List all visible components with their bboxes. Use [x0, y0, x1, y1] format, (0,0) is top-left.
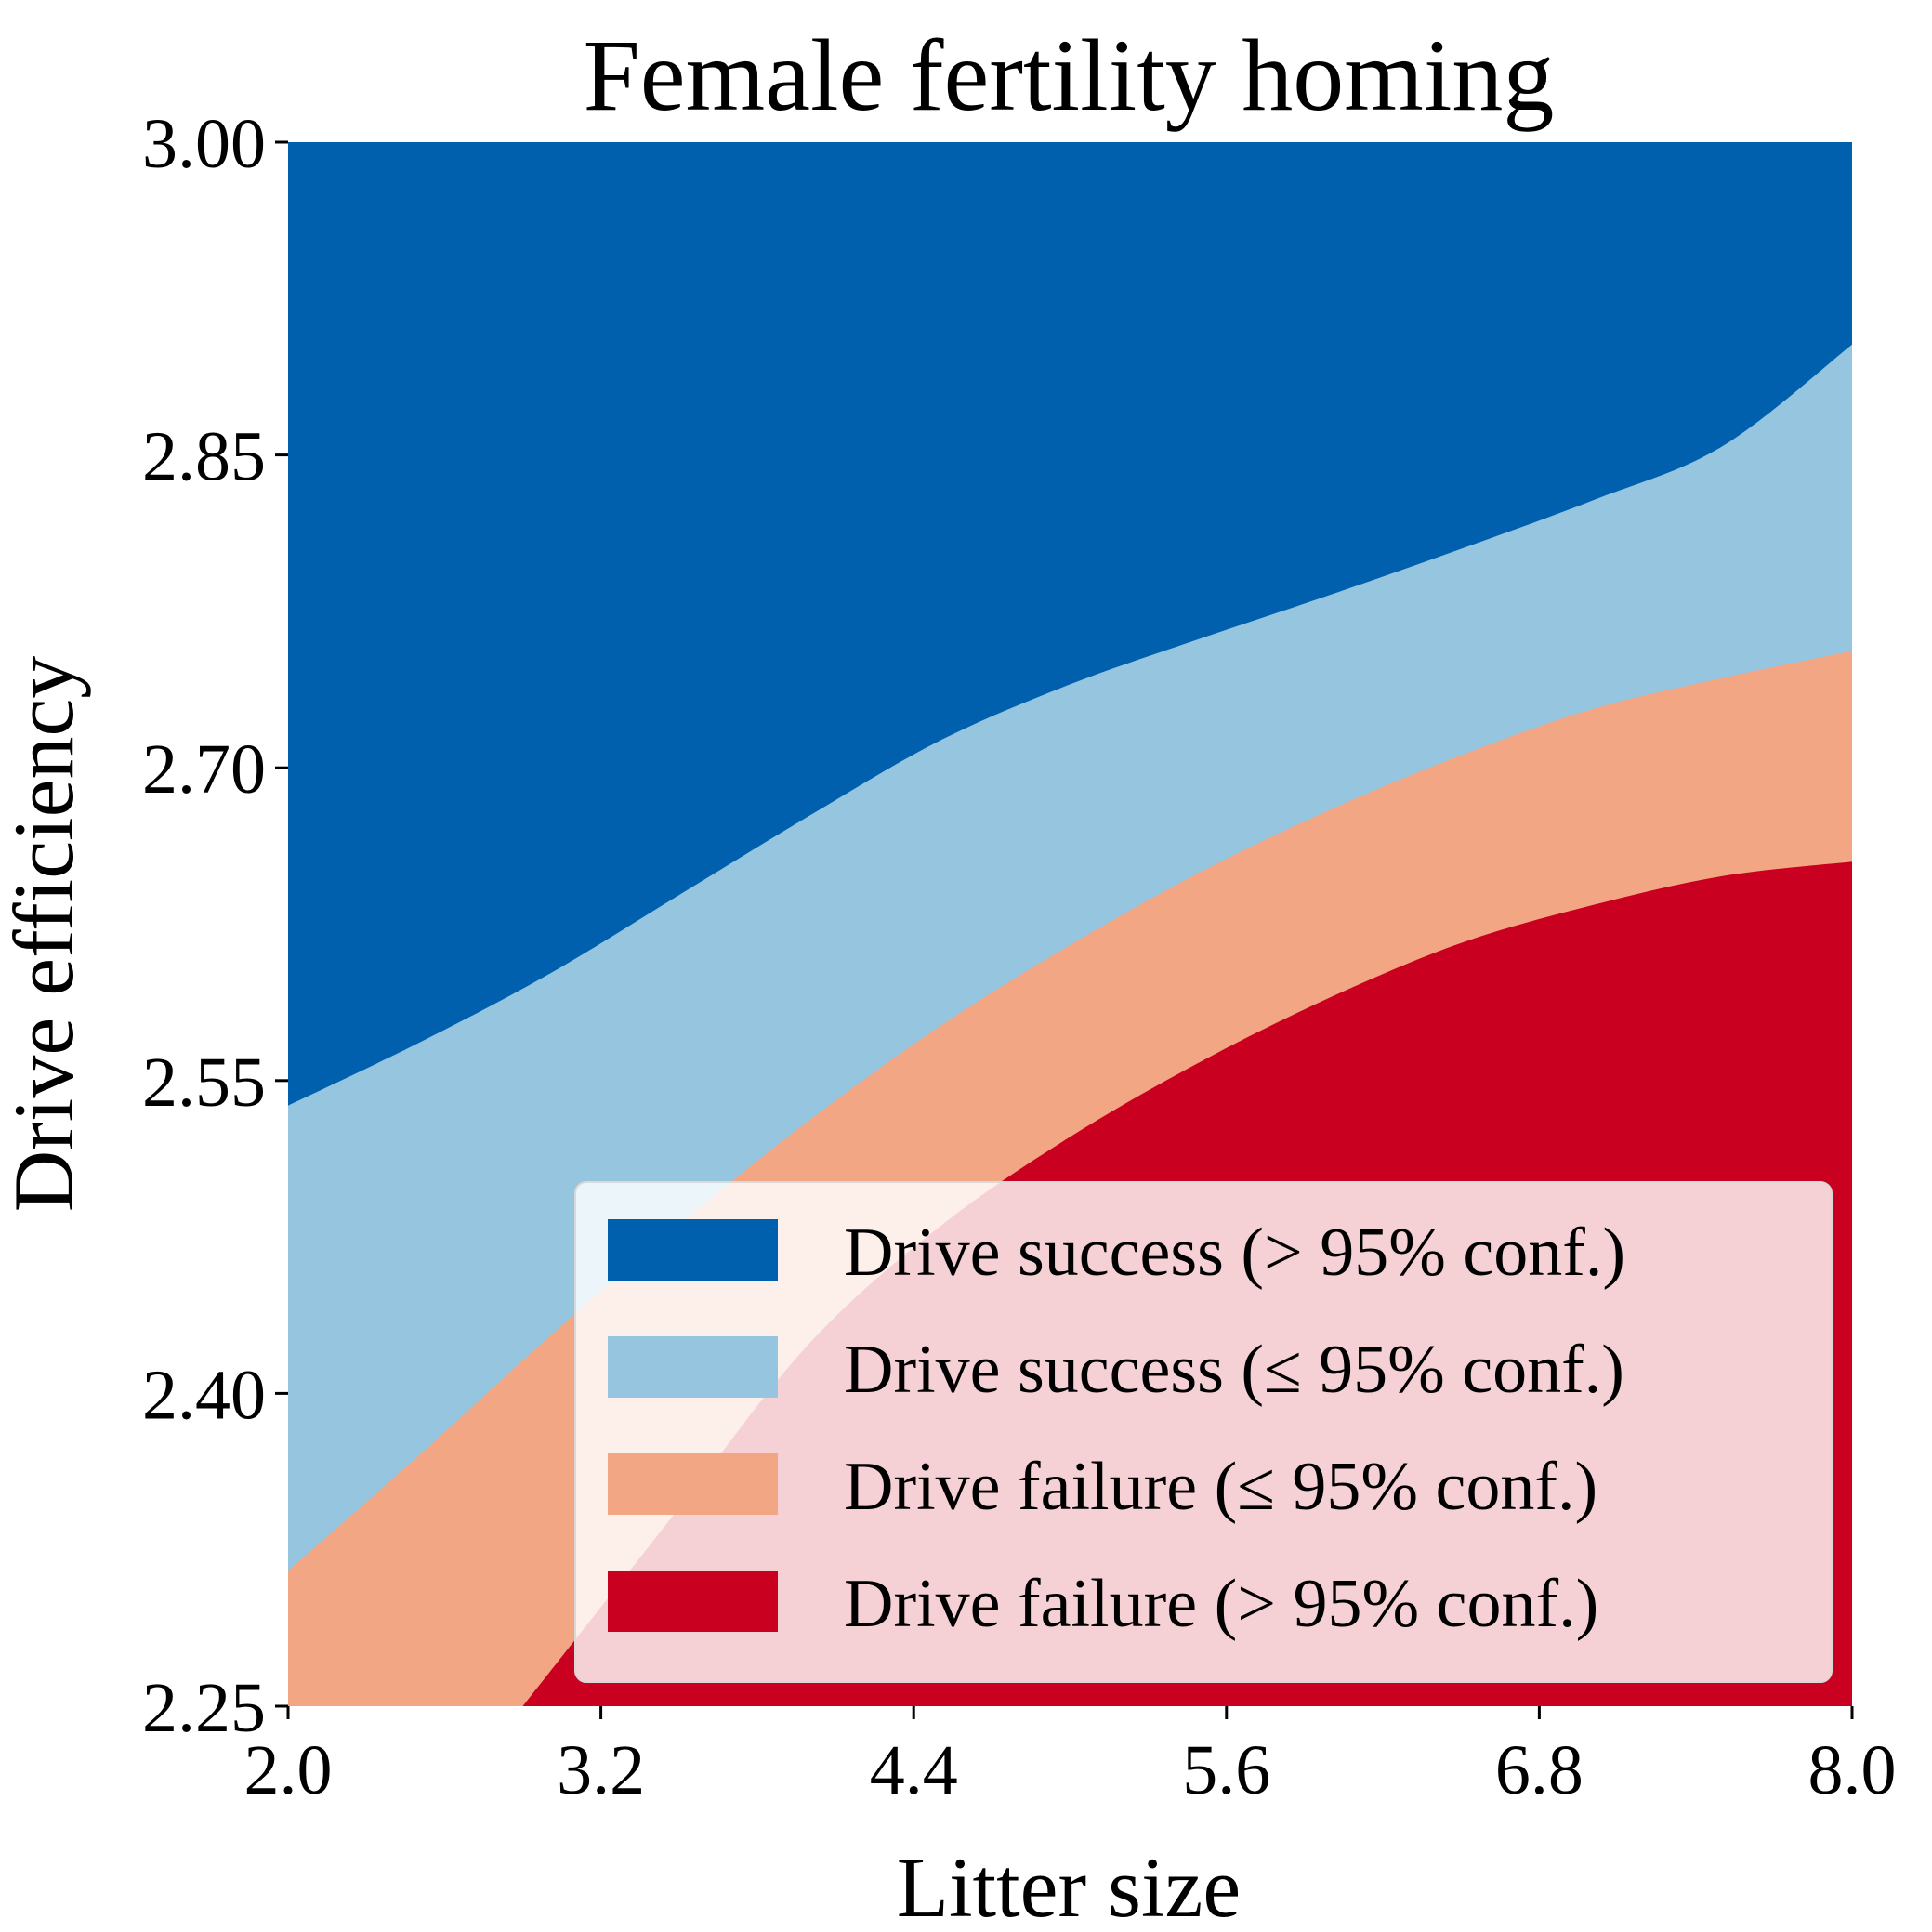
x-tick-label: 8.0 [1808, 1731, 1897, 1809]
legend-label: Drive failure (> 95% conf.) [844, 1566, 1598, 1642]
y-tick-label: 3.00 [142, 105, 266, 183]
x-tick-label: 3.2 [557, 1731, 645, 1809]
y-tick-label: 2.40 [142, 1356, 266, 1434]
x-tick-label: 6.8 [1495, 1731, 1584, 1809]
x-tick-label: 2.0 [244, 1731, 333, 1809]
legend-swatch [608, 1571, 778, 1632]
legend-box [574, 1181, 1833, 1683]
legend-label: Drive success (≤ 95% conf.) [844, 1332, 1624, 1408]
y-tick-label: 2.85 [142, 418, 266, 496]
legend-swatch [608, 1453, 778, 1515]
legend-swatch [608, 1219, 778, 1281]
y-tick-label: 2.55 [142, 1044, 266, 1122]
legend: Drive success (> 95% conf.) Drive success… [574, 1181, 1833, 1683]
axes: 2.0 3.2 4.4 5.6 6.8 8.0 3.00 2.85 2.70 2.55 2.40 2.… [142, 105, 1897, 1809]
x-axis-label: Litter size [897, 1840, 1241, 1932]
legend-label: Drive success (> 95% conf.) [844, 1215, 1625, 1291]
y-axis-label: Drive efficiency [0, 656, 91, 1213]
y-tick-label: 2.70 [142, 730, 266, 808]
x-tick-label: 4.4 [870, 1731, 958, 1809]
legend-swatch [608, 1336, 778, 1398]
y-tick-label: 2.25 [142, 1669, 266, 1747]
chart-title: Female fertility homing [584, 19, 1555, 132]
legend-label: Drive failure (≤ 95% conf.) [844, 1449, 1597, 1525]
x-tick-label: 5.6 [1182, 1731, 1270, 1809]
